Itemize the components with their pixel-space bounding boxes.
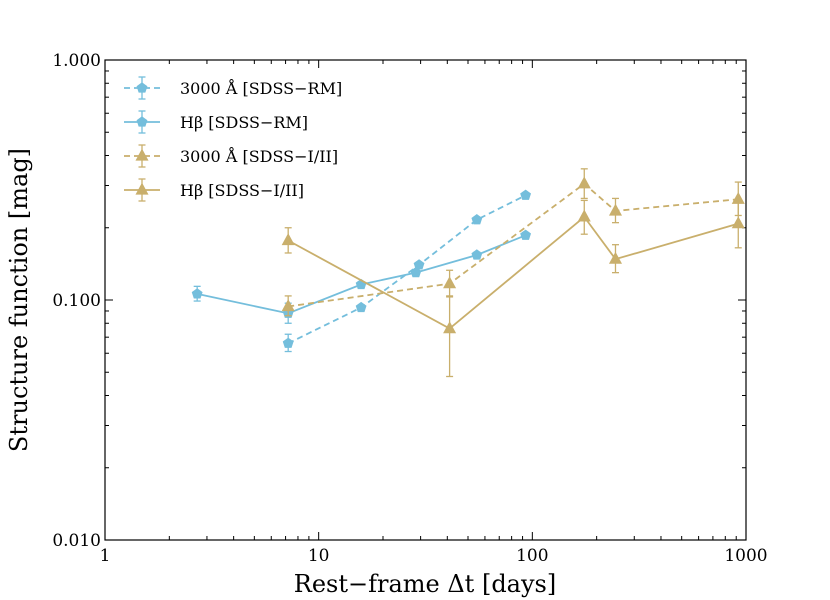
series-layer bbox=[191, 168, 745, 378]
data-point bbox=[731, 216, 745, 229]
data-point bbox=[443, 276, 457, 289]
legend-entry-1: Hβ [SDSS−RM] bbox=[124, 110, 308, 134]
data-point bbox=[282, 337, 294, 348]
data-point bbox=[608, 251, 623, 264]
series-line bbox=[288, 182, 739, 308]
data-point bbox=[281, 299, 295, 312]
legend-label: Hβ [SDSS−I/II] bbox=[180, 181, 304, 200]
data-point bbox=[608, 203, 623, 216]
data-point bbox=[520, 189, 532, 200]
data-point bbox=[577, 209, 591, 222]
y-tick-label: 1.000 bbox=[52, 51, 101, 71]
data-point bbox=[281, 233, 295, 246]
data-point bbox=[413, 259, 425, 270]
legend-label: 3000 Å [SDSS−RM] bbox=[180, 78, 342, 98]
data-point bbox=[520, 229, 532, 240]
series-2 bbox=[281, 168, 745, 317]
data-point bbox=[410, 266, 422, 278]
legend-label: 3000 Å [SDSS−I/II] bbox=[180, 146, 338, 166]
series-line bbox=[287, 215, 739, 330]
series-line bbox=[196, 234, 526, 315]
legend-label: Hβ [SDSS−RM] bbox=[180, 113, 308, 132]
legend-marker bbox=[136, 82, 148, 93]
series-3 bbox=[281, 199, 745, 378]
legend-marker bbox=[135, 148, 149, 161]
data-point bbox=[471, 249, 483, 260]
series-0 bbox=[282, 189, 532, 353]
plot-frame bbox=[104, 59, 747, 541]
legend: 3000 Å [SDSS−RM] Hβ [SDSS−RM] 3000 Å [SDSS… bbox=[124, 76, 342, 202]
x-tick-label: 1000 bbox=[724, 546, 767, 566]
legend-marker bbox=[135, 182, 149, 195]
data-point bbox=[471, 214, 483, 225]
data-point bbox=[443, 321, 457, 334]
series-line bbox=[287, 194, 527, 345]
legend-entry-3: Hβ [SDSS−I/II] bbox=[124, 178, 304, 202]
data-point bbox=[191, 288, 203, 299]
x-tick-label: 1 bbox=[100, 546, 111, 566]
legend-entry-0: 3000 Å [SDSS−RM] bbox=[124, 76, 342, 100]
x-tick-label: 10 bbox=[308, 546, 330, 566]
y-tick-label: 0.100 bbox=[52, 291, 101, 311]
legend-entry-2: 3000 Å [SDSS−I/II] bbox=[124, 144, 338, 168]
x-axis-label: Rest−frame Δt [days] bbox=[294, 570, 556, 598]
y-axis-label: Structure function [mag] bbox=[5, 148, 33, 452]
data-point bbox=[355, 301, 367, 313]
x-tick-label: 100 bbox=[516, 546, 548, 566]
axes: 1 10 100 1000 0.010 0.100 1.000 bbox=[52, 51, 767, 566]
data-point bbox=[577, 176, 591, 189]
y-tick-label: 0.010 bbox=[52, 531, 101, 551]
legend-marker bbox=[136, 116, 148, 127]
